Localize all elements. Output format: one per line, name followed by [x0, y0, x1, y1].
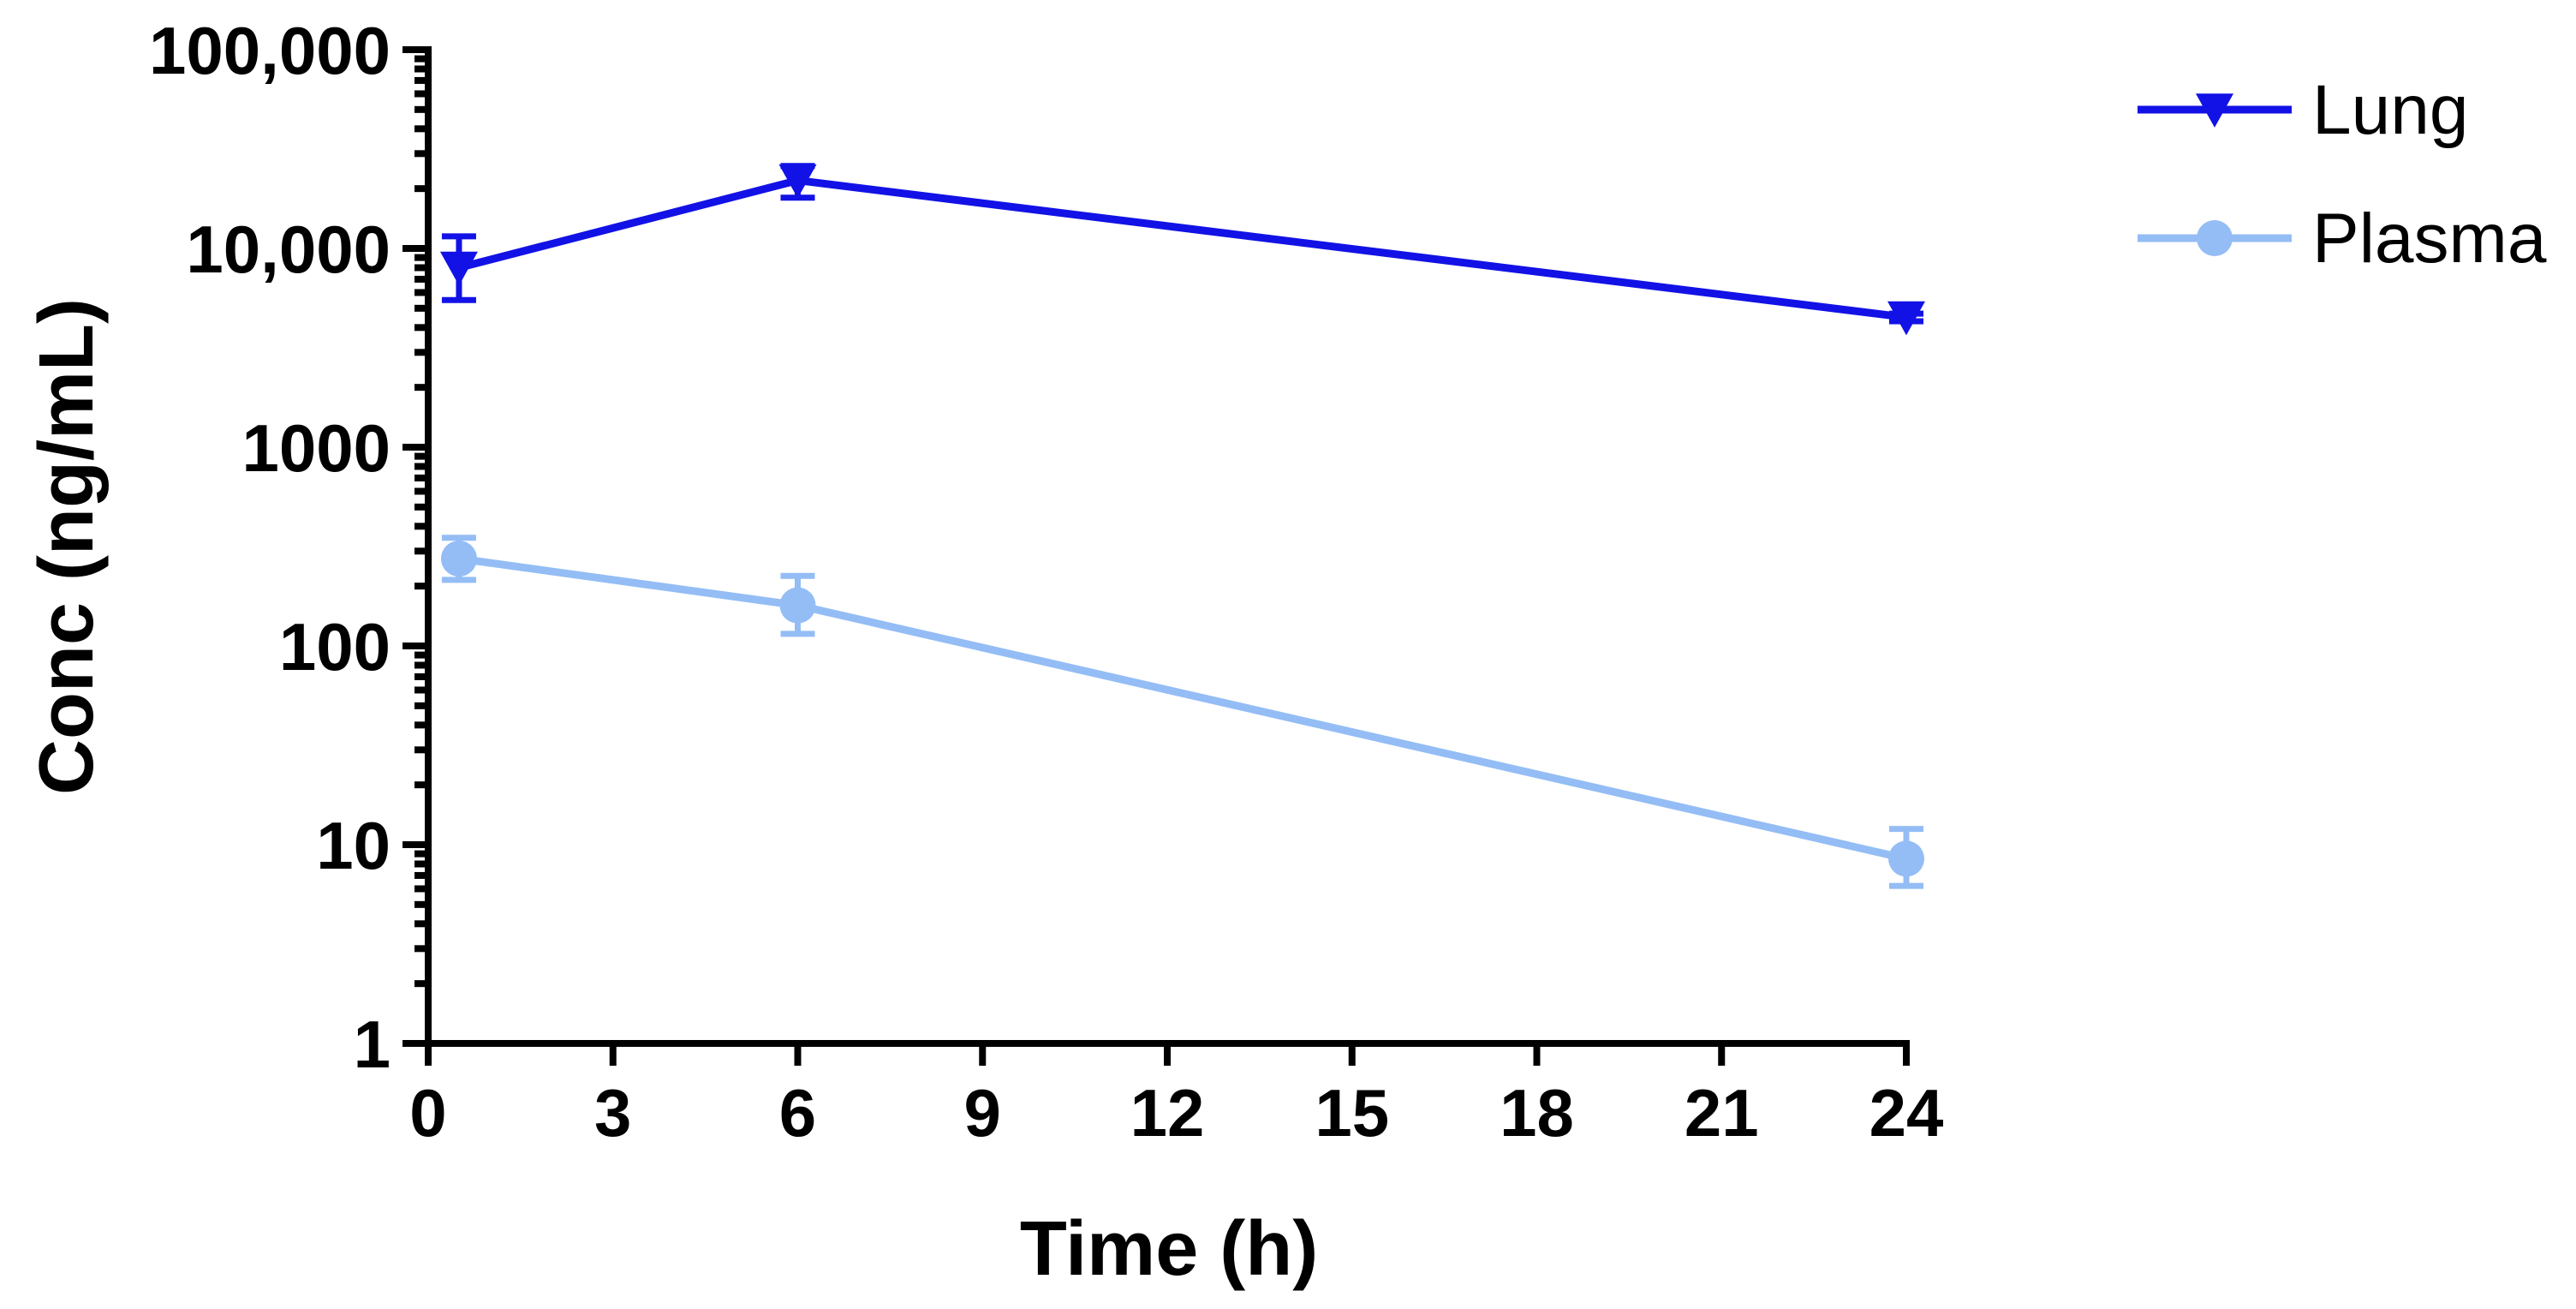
x-tick-label: 3	[594, 1075, 631, 1151]
y-tick-label: 10,000	[186, 212, 391, 287]
legend-marker	[2196, 93, 2233, 128]
plasma-point	[1888, 840, 1924, 877]
axes-layer	[425, 46, 1910, 1047]
lung-line	[457, 176, 1907, 321]
legend-label: Plasma	[2312, 200, 2547, 278]
x-axis-title: Time (h)	[1020, 1206, 1318, 1292]
y-tick-label: 1	[354, 1007, 391, 1082]
series-layer	[439, 163, 1925, 889]
legend: Lung Plasma	[2138, 71, 2547, 278]
y-axis-title: Conc (ng/mL)	[24, 298, 110, 795]
series-lung	[439, 163, 1925, 336]
x-tick-label: 15	[1315, 1075, 1389, 1151]
lung-point	[439, 251, 478, 286]
x-tick-label: 21	[1685, 1075, 1759, 1151]
lung-point	[778, 164, 817, 199]
lung-point	[1887, 301, 1925, 336]
y-tick-label: 100	[279, 609, 391, 684]
ticks-layer: 0 3 6 9 12 15 18 21 24 1 10 100 1000 10,000 100,000	[149, 13, 1943, 1151]
legend-item-lung: Lung	[2138, 71, 2468, 149]
x-tick-label: 12	[1130, 1075, 1205, 1151]
plasma-line	[458, 554, 1908, 863]
plasma-point	[440, 541, 477, 577]
x-tick-label: 9	[964, 1075, 1001, 1151]
x-tick-label: 24	[1869, 1075, 1944, 1151]
x-tick-label: 18	[1500, 1075, 1574, 1151]
legend-label: Lung	[2312, 71, 2468, 149]
x-tick-label: 0	[409, 1075, 446, 1151]
legend-marker	[2197, 220, 2233, 256]
y-tick-label: 100,000	[149, 13, 391, 88]
plasma-point	[779, 587, 816, 624]
y-tick-label: 10	[316, 808, 391, 883]
legend-item-plasma: Plasma	[2138, 200, 2547, 278]
x-tick-label: 6	[779, 1075, 816, 1151]
y-tick-label: 1000	[242, 410, 391, 486]
series-plasma	[440, 535, 1924, 889]
